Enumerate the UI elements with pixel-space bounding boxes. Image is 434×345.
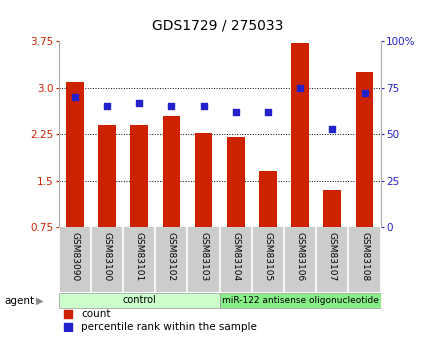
Bar <box>227 137 244 227</box>
Text: GDS1729 / 275033: GDS1729 / 275033 <box>151 19 283 33</box>
Bar <box>291 43 308 227</box>
Point <box>65 312 72 317</box>
Text: GSM83100: GSM83100 <box>102 233 111 282</box>
Point <box>200 104 207 109</box>
Point <box>232 109 239 115</box>
Text: GSM83107: GSM83107 <box>327 233 336 282</box>
Text: GSM83101: GSM83101 <box>135 233 143 282</box>
Text: miR-122 antisense oligonucleotide: miR-122 antisense oligonucleotide <box>221 296 378 305</box>
Bar <box>194 133 212 227</box>
Text: GSM83108: GSM83108 <box>359 233 368 282</box>
Text: GSM83090: GSM83090 <box>70 233 79 282</box>
Text: GSM83105: GSM83105 <box>263 233 272 282</box>
Point <box>103 104 110 109</box>
Point <box>360 91 367 96</box>
Text: count: count <box>81 309 111 319</box>
Bar <box>259 171 276 227</box>
Bar <box>323 190 340 227</box>
Text: GSM83103: GSM83103 <box>199 233 207 282</box>
Bar <box>162 116 180 227</box>
Point <box>71 95 78 100</box>
Text: control: control <box>122 295 156 305</box>
Bar <box>130 125 148 227</box>
Point <box>168 104 174 109</box>
Text: agent: agent <box>4 296 34 306</box>
Bar <box>66 82 83 227</box>
Point <box>264 109 271 115</box>
Point <box>65 324 72 329</box>
Bar <box>219 293 380 308</box>
Bar <box>98 125 115 227</box>
Point <box>135 100 142 106</box>
Point <box>328 126 335 131</box>
Text: percentile rank within the sample: percentile rank within the sample <box>81 322 256 332</box>
Point <box>296 85 303 91</box>
Bar <box>59 293 219 308</box>
Text: GSM83104: GSM83104 <box>231 233 240 282</box>
Bar <box>355 72 372 227</box>
Text: GSM83102: GSM83102 <box>167 233 175 282</box>
Text: ▶: ▶ <box>36 296 43 306</box>
Text: GSM83106: GSM83106 <box>295 233 304 282</box>
